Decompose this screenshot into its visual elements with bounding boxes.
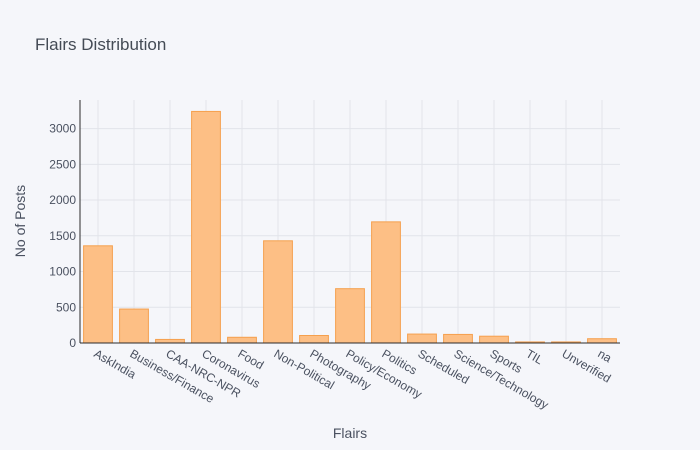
y-tick-label: 0	[69, 336, 76, 350]
bar	[227, 336, 257, 344]
bar	[191, 110, 221, 344]
y-axis-title: No of Posts	[12, 185, 28, 257]
y-tick-label: 3000	[49, 122, 76, 136]
x-tick-label: TIL	[524, 346, 546, 367]
bar	[407, 333, 437, 344]
bars	[83, 110, 617, 344]
bar	[443, 333, 473, 344]
bar	[371, 221, 401, 344]
bar	[83, 245, 113, 344]
bar	[299, 334, 329, 344]
y-tick-label: 2000	[49, 193, 76, 207]
chart-title: Flairs Distribution	[35, 35, 166, 54]
bar	[119, 308, 149, 344]
x-tick-labels: AskIndiaBusiness/FinanceCAA-NRC-NPRCoron…	[92, 346, 615, 411]
x-axis-title: Flairs	[333, 425, 367, 441]
bar	[155, 338, 185, 344]
y-tick-label: 2500	[49, 157, 76, 171]
y-tick-label: 1500	[49, 229, 76, 243]
bar	[587, 338, 617, 344]
bar	[335, 288, 365, 344]
y-tick-label: 500	[56, 300, 76, 314]
bar	[263, 240, 293, 344]
x-tick-label: na	[596, 346, 615, 365]
y-tick-labels: 0 500 1000 1500 2000 2500 3000	[49, 122, 76, 350]
y-tick-label: 1000	[49, 265, 76, 279]
bar	[479, 335, 509, 344]
